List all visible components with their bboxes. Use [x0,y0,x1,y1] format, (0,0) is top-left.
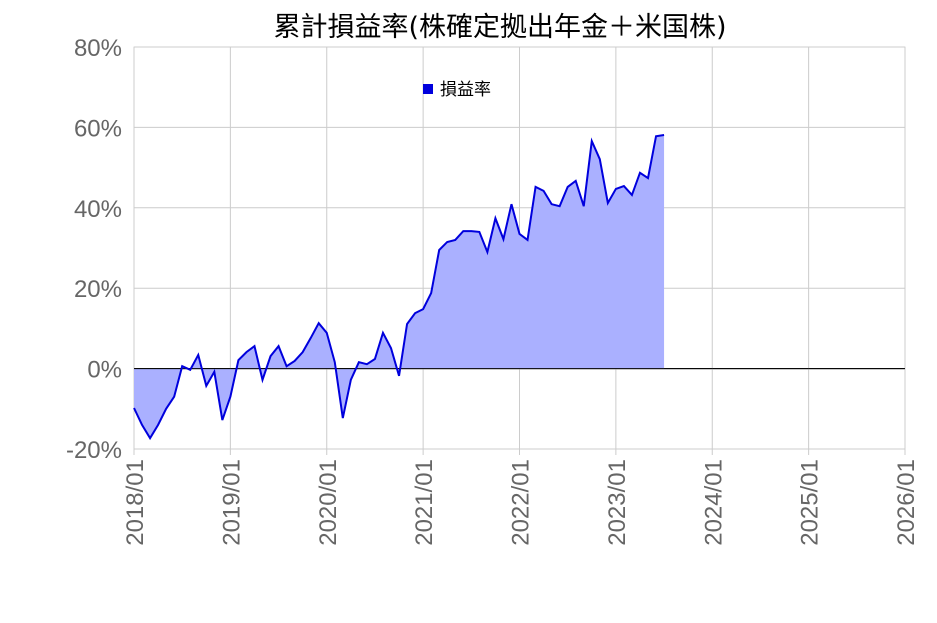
chart-title: 累計損益率(株確定拠出年金＋米国株) [273,12,726,43]
legend-label: 損益率 [440,80,491,100]
y-tick-label: 80% [74,35,122,62]
legend-swatch [423,84,433,94]
y-tick-label: 0% [87,357,122,384]
x-tick-label: 2019/01 [218,459,245,546]
area [134,135,665,439]
y-tick-label: 40% [74,196,122,223]
x-tick-label: 2026/01 [893,459,920,546]
x-tick-label: 2022/01 [508,459,535,546]
x-tick-label: 2024/01 [700,459,727,546]
line [133,134,665,441]
y-tick-label: -20% [66,437,122,464]
x-tick-label: 2025/01 [797,459,824,546]
x-tick-label: 2018/01 [122,459,149,546]
y-tick-label: 20% [74,276,122,303]
x-tick-label: 2023/01 [604,459,631,546]
x-tick-label: 2020/01 [315,459,342,546]
x-tick-label: 2021/01 [411,459,438,546]
y-tick-label: 60% [74,115,122,142]
